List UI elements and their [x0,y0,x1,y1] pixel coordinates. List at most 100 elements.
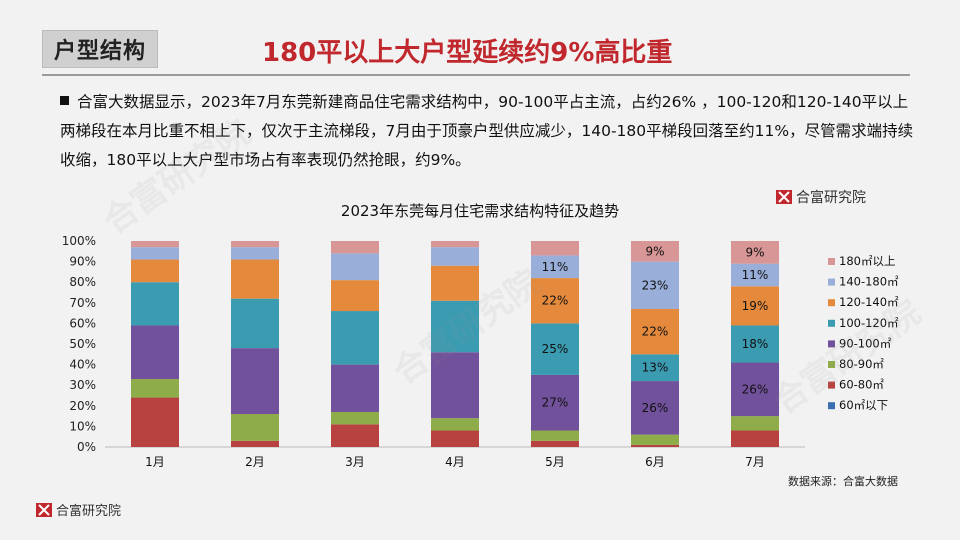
legend-swatch [828,278,835,286]
brand-name: 合富研究院 [796,190,866,206]
section-tag: 户型结构 [42,30,158,68]
bar-segment [231,440,279,447]
data-label: 9% [645,244,664,258]
data-label: 22% [542,294,569,308]
legend-label: 120-140㎡ [839,295,899,309]
bar-segment [631,381,679,435]
data-label: 27% [542,396,569,410]
legend-swatch [828,381,835,389]
bar-segment [131,397,179,447]
bar-segment [731,362,779,417]
bar-segment [631,241,679,262]
bar-segment [631,354,679,382]
bar-segment [131,241,179,248]
legend-swatch [828,299,835,307]
bar-segment [331,280,379,312]
legend-swatch [828,319,835,327]
x-tick-label: 3月 [345,455,365,469]
header-divider [42,74,910,76]
y-tick-label: 80% [69,275,96,289]
data-label: 25% [542,342,569,356]
y-tick-label: 30% [69,378,96,392]
bar-segment [231,241,279,248]
bar-segment [731,430,779,447]
page-title: 180平以上大户型延续约9%高比重 [262,38,673,68]
bar-segment [631,444,679,447]
bar-segment [731,286,779,326]
legend-label: 60㎡以下 [839,398,888,412]
bar-segment [331,424,379,447]
bar-segment [331,411,379,425]
bar-segment [531,440,579,447]
x-tick-label: 7月 [745,455,765,469]
brand-logo-top: 合富研究院 [776,187,866,207]
data-label: 13% [642,361,669,375]
bar-segment [331,364,379,412]
brand-logo-bottom: 合富研究院 [36,500,121,519]
legend-label: 60-80㎡ [839,378,884,392]
bar-segment [331,311,379,365]
y-tick-label: 10% [69,419,96,433]
y-tick-label: 50% [69,337,96,351]
legend-label: 90-100㎡ [839,336,892,350]
bullet-icon [60,96,69,105]
bar-segment [131,282,179,326]
legend-label: 80-90㎡ [839,357,884,371]
bar-segment [531,278,579,324]
bar-segment [431,300,479,353]
x-tick-label: 4月 [445,455,465,469]
legend-swatch [828,258,835,265]
bar-segment [431,430,479,447]
bar-segment [631,261,679,309]
data-source: 数据来源：合富大数据 [788,475,898,488]
data-label: 19% [742,299,769,313]
bar-segment [731,263,779,287]
y-tick-label: 20% [69,399,96,413]
bar-segment [131,259,179,283]
y-tick-label: 70% [69,296,96,310]
summary-paragraph: 合富大数据显示，2023年7月东莞新建商品住宅需求结构中，90-100平占主流，… [60,88,920,175]
data-label: 11% [742,268,769,282]
bar-segment [131,379,179,398]
bar-segment [431,418,479,431]
summary-text: 合富大数据显示，2023年7月东莞新建商品住宅需求结构中，90-100平占主流，… [60,93,914,169]
bar-segment [731,416,779,431]
y-tick-label: 0% [77,440,96,454]
data-label: 26% [742,382,769,396]
bar-segment [231,348,279,415]
bar-segment [331,253,379,281]
x-tick-label: 2月 [245,455,265,469]
brand-logo-icon [776,190,792,204]
legend-swatch [828,361,835,368]
legend-label: 180㎡以上 [839,254,895,268]
bar-segment [731,241,779,264]
legend-label: 140-180㎡ [839,275,899,289]
bar-segment [431,265,479,301]
bar-segment [131,247,179,260]
data-label: 22% [642,325,669,339]
x-tick-label: 5月 [545,455,565,469]
bar-segment [631,434,679,445]
legend-swatch [828,402,835,410]
bar-segment [231,247,279,260]
bar-segment [531,374,579,431]
x-tick-label: 1月 [145,455,165,469]
bar-segment [431,241,479,248]
bar-segment [531,323,579,375]
bar-segment [531,241,579,256]
bar-segment [431,247,479,266]
bar-segment [331,241,379,254]
data-label: 23% [642,278,669,292]
bar-segment [231,298,279,349]
chart-title: 2023年东莞每月住宅需求结构特征及趋势 [340,202,620,220]
y-tick-label: 100% [62,234,96,248]
legend-label: 100-120㎡ [839,316,899,330]
legend-swatch [828,340,835,348]
bar-segment [231,259,279,299]
bar-segment [731,325,779,363]
y-tick-label: 60% [69,316,96,330]
data-label: 9% [745,245,764,259]
data-label: 26% [642,401,669,415]
bar-segment [531,255,579,279]
